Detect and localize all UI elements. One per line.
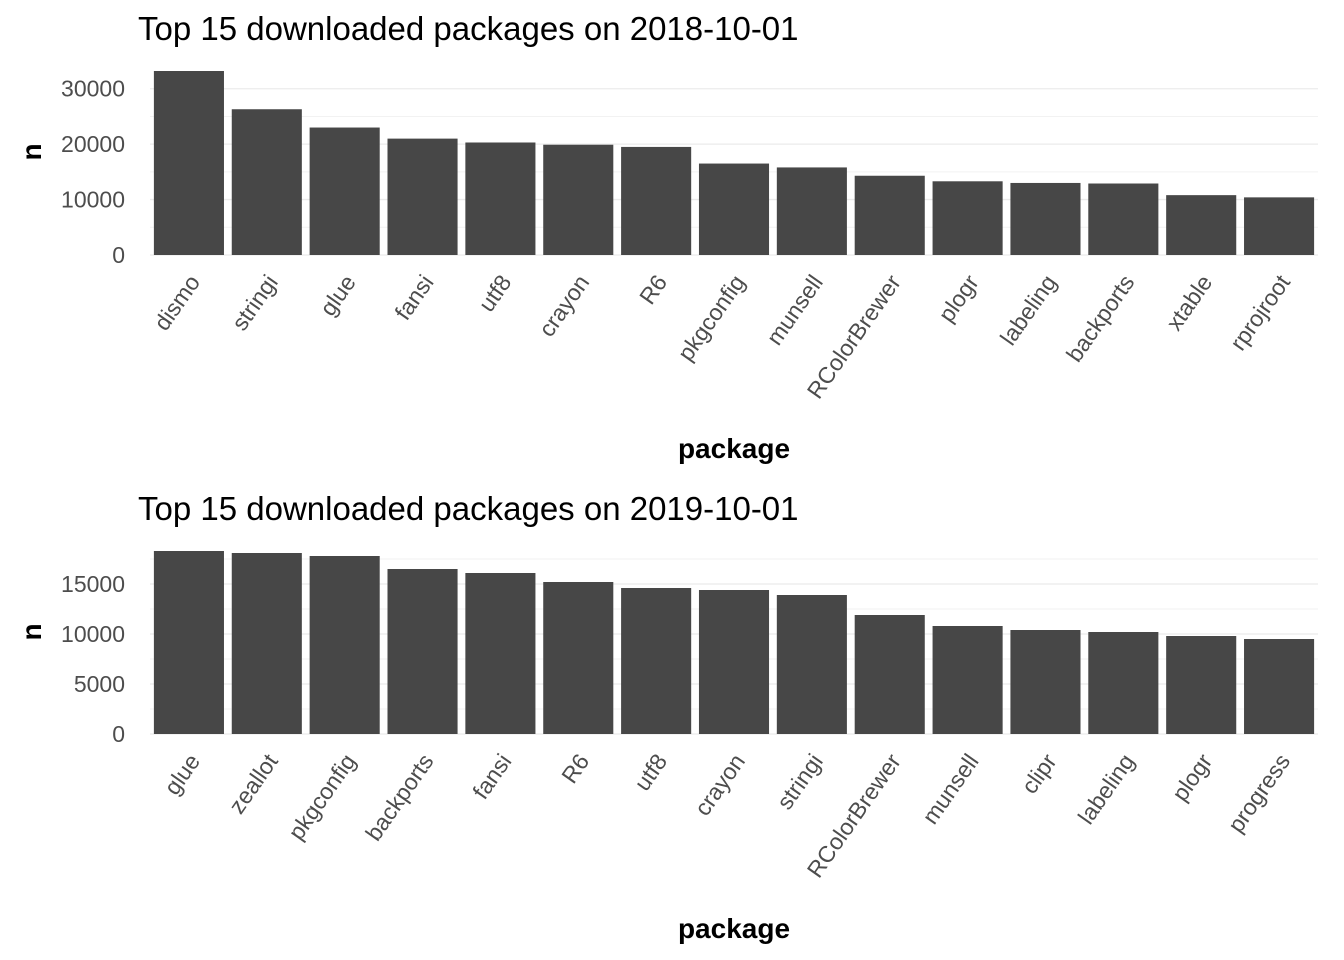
x-tick-label: backports bbox=[1061, 270, 1139, 367]
panel-2018: Top 15 downloaded packages on 2018-10-01… bbox=[16, 10, 1318, 464]
x-tick-label: fansi bbox=[467, 749, 516, 804]
x-tick-label: pkgconfig bbox=[283, 749, 361, 845]
x-tick-label: crayon bbox=[689, 749, 750, 820]
bar-plogr bbox=[1166, 636, 1237, 734]
bar-R6 bbox=[621, 146, 692, 255]
x-tick-label: crayon bbox=[533, 270, 594, 341]
x-tick-label: pkgconfig bbox=[672, 270, 750, 366]
bar-RColorBrewer bbox=[854, 615, 925, 734]
y-tick-label: 30000 bbox=[61, 76, 125, 102]
bar-progress bbox=[1244, 639, 1315, 734]
x-tick-label: xtable bbox=[1161, 270, 1218, 335]
x-tick-label: munsell bbox=[917, 749, 984, 829]
y-tick-labels: 0 10000 20000 30000 bbox=[61, 76, 125, 268]
panel-2019: Top 15 downloaded packages on 2019-10-01… bbox=[16, 490, 1318, 944]
y-tick-label: 20000 bbox=[61, 131, 125, 157]
bar-RColorBrewer bbox=[854, 175, 925, 255]
bar-rprojroot bbox=[1244, 197, 1315, 255]
bar-glue bbox=[309, 127, 380, 255]
bar-R6 bbox=[543, 582, 614, 734]
bar-utf8 bbox=[465, 142, 536, 255]
x-tick-label: dismo bbox=[149, 270, 205, 335]
bar-zeallot bbox=[231, 553, 302, 734]
x-tick-label: utf8 bbox=[629, 749, 672, 795]
bar-backports bbox=[387, 569, 458, 734]
x-tick-label: R6 bbox=[634, 270, 672, 309]
x-tick-label: utf8 bbox=[473, 270, 516, 316]
x-tick-label: plogr bbox=[933, 270, 984, 327]
x-tick-label: R6 bbox=[556, 749, 594, 788]
bars bbox=[153, 71, 1315, 255]
bar-munsell bbox=[932, 626, 1003, 734]
x-tick-label: munsell bbox=[761, 270, 828, 350]
x-tick-labels: dismo stringi glue fansi utf8 crayon R6 pkgconf… bbox=[149, 269, 1296, 403]
y-tick-label: 0 bbox=[112, 242, 125, 268]
bars bbox=[153, 551, 1315, 734]
bar-stringi bbox=[776, 595, 847, 734]
bar-labeling bbox=[1088, 632, 1159, 734]
chart-title: Top 15 downloaded packages on 2018-10-01 bbox=[138, 10, 799, 47]
bar-munsell bbox=[776, 167, 847, 255]
x-tick-label: rprojroot bbox=[1225, 269, 1296, 355]
bar-utf8 bbox=[621, 588, 692, 734]
bar-plogr bbox=[932, 181, 1003, 255]
y-tick-label: 10000 bbox=[61, 621, 125, 647]
y-tick-label: 0 bbox=[112, 721, 125, 747]
x-tick-label: stringi bbox=[226, 270, 282, 335]
y-tick-label: 10000 bbox=[61, 187, 125, 213]
bar-stringi bbox=[231, 109, 302, 255]
bar-pkgconfig bbox=[309, 556, 380, 734]
x-tick-label: zeallot bbox=[223, 748, 283, 818]
bar-pkgconfig bbox=[698, 163, 770, 255]
x-tick-label: labeling bbox=[995, 270, 1062, 350]
y-tick-label: 5000 bbox=[74, 671, 125, 697]
bar-dismo bbox=[153, 71, 224, 255]
bar-fansi bbox=[465, 573, 536, 734]
bar-crayon bbox=[698, 590, 770, 734]
bar-clipr bbox=[1010, 630, 1081, 734]
x-tick-label: clipr bbox=[1016, 749, 1062, 799]
bar-backports bbox=[1088, 183, 1159, 255]
x-tick-labels: glue zeallot pkgconfig backports fansi R6 utf8… bbox=[159, 748, 1295, 882]
bar-fansi bbox=[387, 138, 458, 255]
chart-title: Top 15 downloaded packages on 2019-10-01 bbox=[138, 490, 799, 527]
x-tick-label: fansi bbox=[389, 270, 438, 325]
x-tick-label: backports bbox=[360, 749, 438, 846]
bar-crayon bbox=[543, 144, 614, 255]
x-tick-label: labeling bbox=[1073, 749, 1140, 829]
x-tick-label: glue bbox=[159, 749, 205, 800]
y-tick-labels: 0 5000 10000 15000 bbox=[61, 571, 125, 747]
y-tick-label: 15000 bbox=[61, 571, 125, 597]
bar-glue bbox=[153, 551, 224, 734]
bar-labeling bbox=[1010, 182, 1081, 255]
x-tick-label: plogr bbox=[1167, 749, 1218, 806]
x-axis-title: package bbox=[678, 433, 790, 464]
y-axis-title: n bbox=[16, 623, 47, 640]
bar-xtable bbox=[1166, 195, 1237, 255]
x-tick-label: progress bbox=[1223, 749, 1296, 837]
x-tick-label: glue bbox=[315, 270, 361, 321]
x-tick-label: stringi bbox=[771, 749, 827, 814]
y-axis-title: n bbox=[16, 143, 47, 160]
x-axis-title: package bbox=[678, 913, 790, 944]
